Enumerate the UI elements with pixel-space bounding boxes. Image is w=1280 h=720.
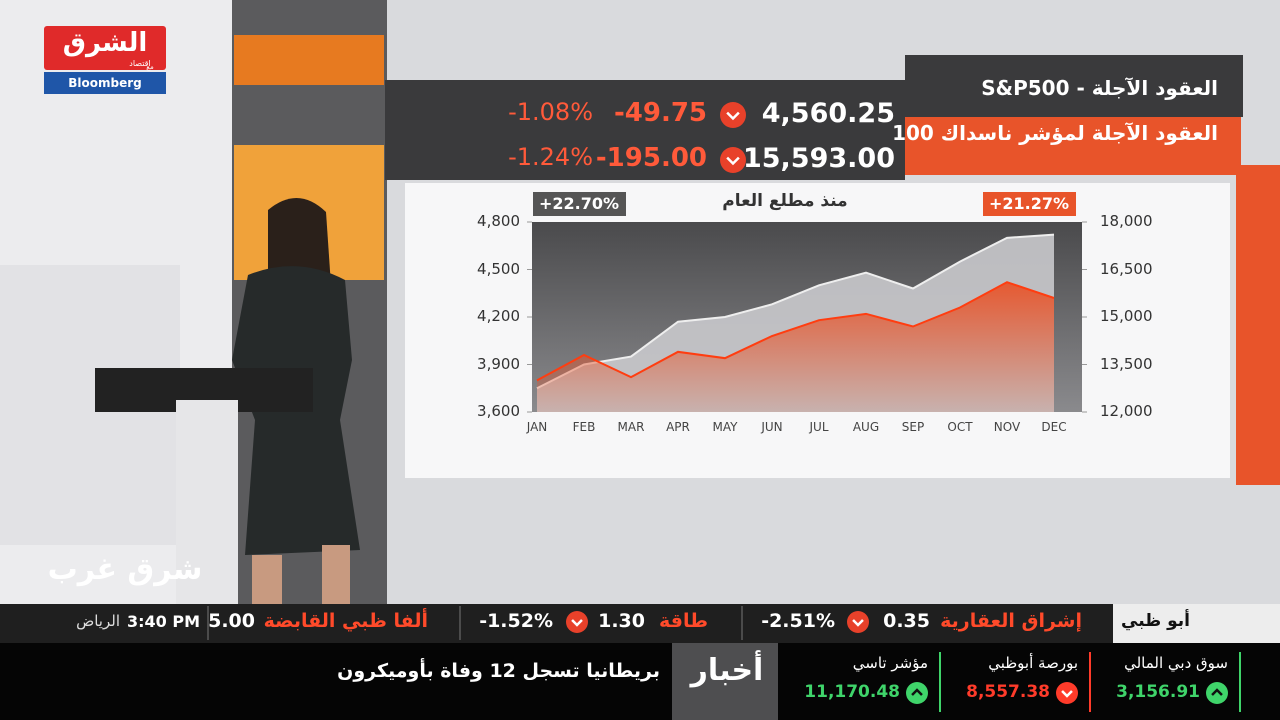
news-bar [0,643,1280,720]
quote-percent: -1.08% [508,98,593,126]
ticker-region: أبو ظبي [1121,611,1190,631]
quote-name: العقود الآجلة لمؤشر ناسداك 100 [892,121,1218,145]
logo-bg [44,26,166,70]
arrow-icon [1061,690,1073,698]
quote-name: العقود الآجلة - S&P500 [981,76,1218,100]
quote-percent: -1.24% [508,143,593,171]
ticker-region-bg [1113,604,1280,643]
badge: +21.27% [988,194,1070,213]
side-strip [1236,165,1280,485]
x-tick-label: MAR [617,420,645,434]
x-tick-label: AUG [852,420,880,434]
presenter [252,555,282,604]
market-name: سوق دبي المالي [1124,654,1228,672]
quote-price: 15,593.00 [742,143,895,174]
ticker-name: إشراق العقارية [940,610,1082,632]
arrow-icon [720,102,746,128]
news-headline: بريطانيا تسجل 12 وفاة بأوميكرون [337,660,660,682]
logo-with: مع [146,63,154,71]
podium [176,400,238,604]
logo-bg [44,72,166,94]
arrow-icon [1056,682,1078,704]
x-tick-label: APR [666,420,690,434]
market-name: بورصة أبوظبي [988,654,1078,672]
y-tick-label: 3,600 [477,402,520,420]
presenter [322,545,350,604]
arrow-icon [906,682,928,704]
line [536,281,1055,382]
y2-tick-label: 18,000 [1100,212,1153,230]
badge: +22.70% [538,194,620,213]
arrow-icon [571,619,583,627]
arrow-icon [847,611,869,633]
arrow-icon [726,156,740,166]
arrow-icon [726,111,740,121]
x-tick-label: JAN [526,420,548,434]
ticker-time: 3:40 PM [126,612,200,631]
x-tick-label: NOV [993,420,1021,434]
logo-partner: Bloomberg [68,76,142,90]
ticker-price: 1.30 [598,610,645,632]
logo-sub: اقتصاد [129,59,151,68]
quote-change: -195.00 [595,143,707,173]
quote-change: -49.75 [613,98,707,128]
panel [234,35,384,85]
arrow-icon [1211,688,1223,696]
y-tick-label: 4,800 [477,212,520,230]
ticker-city: الرياض [76,612,120,630]
ticker-price: 5.00 [208,610,255,632]
badge-bg [983,192,1076,216]
ticker-percent: -2.51% [761,610,835,632]
market-value: 8,557.38 [966,682,1050,702]
y-tick-label: 4,200 [477,307,520,325]
market-name: مؤشر تاسي [852,654,928,672]
quote-price: 4,560.25 [761,98,895,129]
x-tick-label: DEC [1041,420,1067,434]
arrow-icon [720,147,746,173]
show-logo: شرق غرب [47,552,203,587]
x-tick-label: OCT [947,420,973,434]
x-tick-label: JUL [809,420,829,434]
x-tick-label: MAY [712,420,738,434]
quote-title-bg [905,117,1241,175]
line [536,233,1055,390]
news-label-bg [672,643,778,720]
ticker-price: 0.35 [883,610,930,632]
y2-tick-label: 15,000 [1100,307,1153,325]
x-tick-label: JUN [761,420,783,434]
y2-tick-label: 13,500 [1100,354,1153,373]
market-value: 3,156.91 [1116,682,1200,702]
quote-title-bg [905,55,1243,117]
badge-bg [533,192,626,216]
arrow-icon [566,611,588,633]
market-value: 11,170.48 [804,682,900,702]
y2-tick-label: 12,000 [1100,402,1153,420]
ticker-bar [0,604,1280,643]
y2-tick-label: 16,500 [1100,259,1153,278]
ticker-name: ألفا ظبي القابضة [263,610,428,632]
ticker-name: طاقة [659,610,708,632]
area [537,282,1054,412]
x-tick-label: FEB [572,420,596,434]
x-tick-label: SEP [901,420,925,434]
chart-title: منذ مطلع العام [722,191,848,211]
logo-name: الشرق [62,28,148,58]
y-tick-label: 4,500 [477,259,520,278]
y-tick-label: 3,900 [477,354,520,373]
arrow-icon [911,688,923,696]
quote-panel [385,80,905,180]
arrow-icon [852,619,864,627]
arrow-icon [1206,682,1228,704]
news-label: أخبار [690,653,764,688]
ticker-percent: -1.52% [479,610,553,632]
